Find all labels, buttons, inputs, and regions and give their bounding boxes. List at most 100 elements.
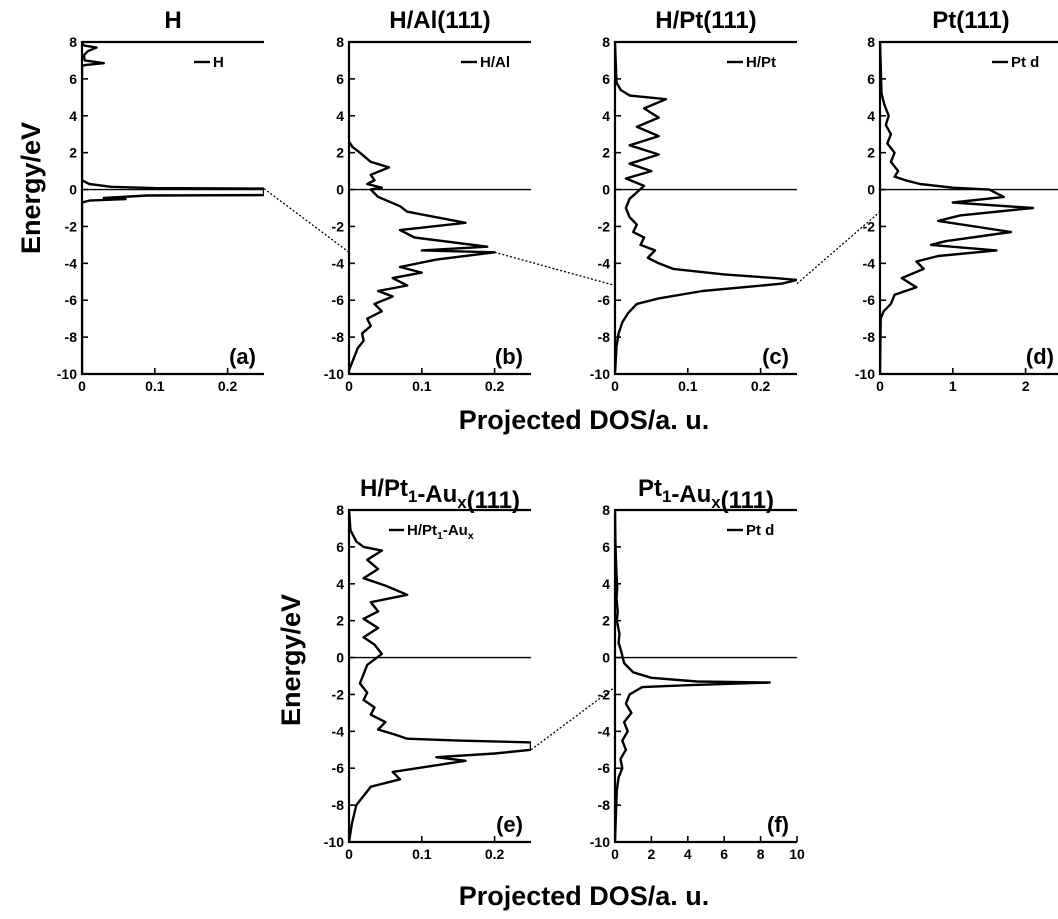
- panel-title-f: Pt1-Aux(111): [638, 475, 774, 514]
- y-tick-label-b: -6: [332, 292, 345, 308]
- y-tick-label-c: -2: [598, 218, 611, 234]
- x-tick-label-a: 0.1: [145, 378, 165, 394]
- y-tick-label-e: 0: [336, 650, 344, 666]
- axis-frame-c: [613, 40, 797, 376]
- panel-c: H/Pt(111) -10 -8 -6 -4 -2 0 2 4 6 8 0 0.1 0.2 H/Pt (c): [590, 7, 797, 394]
- panel-d: Pt(111) -10 -8 -6 -4 -2 0 2 4 6 8 0 1 2 Pt d (d): [855, 7, 1058, 394]
- panel-label-b: (b): [495, 344, 523, 369]
- axis-frame-d: [878, 40, 1058, 376]
- y-tick-label-a: -6: [65, 292, 78, 308]
- x-tick-label-c: 0: [611, 378, 619, 394]
- x-tick-label-d: 2: [1022, 378, 1030, 394]
- connectors: [263, 188, 881, 751]
- x-tick-label-f: 4: [684, 846, 692, 862]
- y-tick-label-b: 6: [336, 71, 344, 87]
- y-tick-label-a: 0: [69, 182, 77, 198]
- y-axis-title-top: Energy/eV: [16, 122, 46, 254]
- panel-f: Pt1-Aux(111) -10 -8 -6 -4 -2 0 2 4 6 8 0 2 4 6 8 10 Pt d (…: [590, 475, 805, 862]
- y-tick-label-e: 4: [336, 576, 344, 592]
- y-tick-label-e: -10: [324, 834, 344, 850]
- x-axis-title-bottom: Projected DOS/a. u.: [459, 881, 710, 911]
- connector-c-d: [796, 211, 881, 285]
- panel-e: H/Pt1-Aux(111) -10 -8 -6 -4 -2 0 2 4 6 8 0 0.1 0.2 H/P…: [324, 475, 531, 862]
- x-tick-label-f: 8: [757, 846, 765, 862]
- y-tick-label-f: 0: [602, 650, 610, 666]
- x-tick-label-d: 1: [949, 378, 957, 394]
- y-tick-label-f: -4: [598, 723, 611, 739]
- x-tick-label-a: 0: [78, 378, 86, 394]
- y-tick-label-f: -2: [598, 686, 611, 702]
- y-tick-label-a: 2: [69, 145, 77, 161]
- x-tick-label-a: 0.2: [218, 378, 238, 394]
- y-tick-label-c: 2: [602, 145, 610, 161]
- panel-label-f: (f): [767, 812, 789, 837]
- panel-label-e: (e): [496, 812, 523, 837]
- y-tick-label-a: 6: [69, 71, 77, 87]
- connector-e-f: [530, 686, 616, 751]
- y-tick-label-c: -4: [598, 255, 611, 271]
- panel-label-c: (c): [762, 344, 789, 369]
- y-tick-label-b: -2: [332, 218, 345, 234]
- y-tick-label-e: 8: [336, 502, 344, 518]
- x-tick-label-f: 10: [789, 846, 805, 862]
- x-tick-label-d: 0: [876, 378, 884, 394]
- x-axis-title-top: Projected DOS/a. u.: [459, 405, 710, 435]
- legend-label-b: H/Al: [480, 54, 510, 71]
- y-tick-label-e: -2: [332, 686, 345, 702]
- panel-title-a: H: [164, 7, 181, 34]
- y-tick-label-b: -10: [324, 366, 344, 382]
- y-tick-label-c: -6: [598, 292, 611, 308]
- x-tick-label-c: 0.1: [678, 378, 698, 394]
- y-tick-label-e: -6: [332, 760, 345, 776]
- y-tick-label-d: -4: [863, 255, 876, 271]
- y-tick-label-a: -8: [65, 329, 78, 345]
- y-tick-label-c: 8: [602, 34, 610, 50]
- x-tick-label-c: 0.2: [751, 378, 771, 394]
- y-tick-label-a: 4: [69, 108, 77, 124]
- legend-label-d: Pt d: [1011, 54, 1039, 71]
- panel-title-b: H/Al(111): [389, 7, 490, 34]
- panel-title-d: Pt(111): [932, 7, 1009, 34]
- y-tick-label-a: 8: [69, 34, 77, 50]
- panel-title-c: H/Pt(111): [655, 7, 756, 34]
- y-tick-label-e: 2: [336, 613, 344, 629]
- y-tick-label-d: 0: [867, 182, 875, 198]
- y-tick-label-e: 6: [336, 539, 344, 555]
- x-tick-label-f: 2: [648, 846, 656, 862]
- y-tick-label-a: -4: [65, 255, 78, 271]
- y-axis-title-bottom: Energy/eV: [276, 594, 306, 726]
- axis-frame-a: [80, 40, 264, 376]
- x-tick-label-b: 0.2: [485, 378, 505, 394]
- y-tick-label-d: 2: [867, 145, 875, 161]
- y-tick-label-f: -10: [590, 834, 610, 850]
- connector-b-c: [494, 251, 616, 287]
- y-tick-label-b: -8: [332, 329, 345, 345]
- legend-label-a: H: [213, 54, 224, 71]
- y-tick-label-b: 8: [336, 34, 344, 50]
- y-tick-label-c: -8: [598, 329, 611, 345]
- y-tick-label-a: -10: [57, 366, 77, 382]
- panel-b: H/Al(111) -10 -8 -6 -4 -2 0 2 4 6 8 0 0.1 0.2 H/Al (b): [324, 7, 531, 394]
- y-tick-label-d: 4: [867, 108, 875, 124]
- x-tick-label-e: 0: [345, 846, 353, 862]
- y-tick-label-c: 0: [602, 182, 610, 198]
- y-tick-label-b: 4: [336, 108, 344, 124]
- x-tick-label-b: 0: [345, 378, 353, 394]
- axis-frame-f: [613, 508, 797, 844]
- y-tick-label-f: -8: [598, 797, 611, 813]
- legend-label-c: H/Pt: [746, 54, 776, 71]
- x-tick-label-b: 0.1: [412, 378, 432, 394]
- y-tick-label-b: 2: [336, 145, 344, 161]
- y-tick-label-d: 8: [867, 34, 875, 50]
- legend-label-f: Pt d: [746, 522, 774, 539]
- y-tick-label-e: -8: [332, 797, 345, 813]
- legend-label-e: H/Pt1-Aux: [407, 522, 474, 542]
- x-tick-label-f: 6: [720, 846, 728, 862]
- dos-curve-e: [349, 510, 531, 842]
- y-tick-label-f: 8: [602, 502, 610, 518]
- y-tick-label-f: 4: [602, 576, 610, 592]
- dos-curve-b: [349, 140, 496, 374]
- y-tick-label-d: 6: [867, 71, 875, 87]
- y-tick-label-b: -4: [332, 255, 345, 271]
